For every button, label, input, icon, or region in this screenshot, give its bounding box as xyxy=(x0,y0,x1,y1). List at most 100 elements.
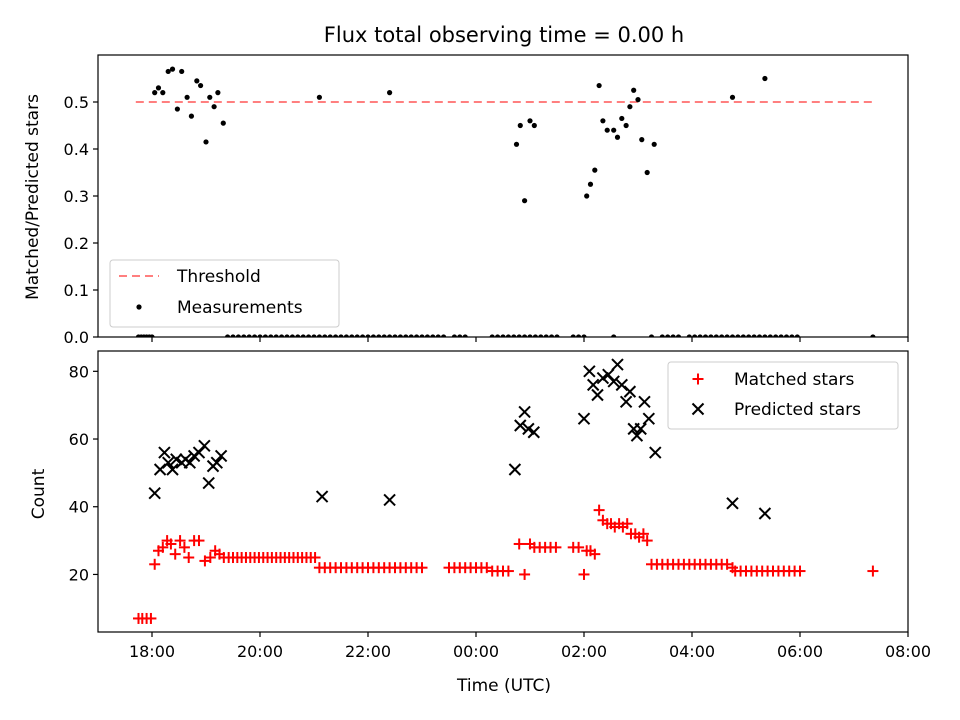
y-tick-label: 0.4 xyxy=(64,140,89,159)
top-chart-title: Flux total observing time = 0.00 h xyxy=(324,23,684,47)
matched-point xyxy=(573,541,585,553)
measurement-point xyxy=(230,334,236,337)
x-tick-label: 20:00 xyxy=(237,642,283,661)
predicted-point xyxy=(596,371,610,385)
top-legend: Threshold Measurements xyxy=(109,259,340,328)
measurement-point xyxy=(581,334,587,337)
y-tick-label: 0.5 xyxy=(64,93,89,112)
predicted-point xyxy=(508,463,522,476)
matched-point xyxy=(550,541,562,553)
predicted-point xyxy=(183,456,197,469)
measurement-point xyxy=(639,137,645,143)
measurement-point xyxy=(430,334,436,337)
measurement-point xyxy=(365,334,371,337)
predicted-point xyxy=(611,358,624,371)
measurement-point xyxy=(675,334,682,337)
measurement-point xyxy=(584,193,590,199)
measurement-point xyxy=(604,127,610,133)
measurement-point xyxy=(289,334,295,337)
matched-point xyxy=(165,538,177,550)
x-tick-label: 08:00 xyxy=(885,642,931,661)
measurement-point xyxy=(149,334,155,337)
x-axis-label: Time (UTC) xyxy=(456,676,551,696)
predicted-point xyxy=(210,456,224,469)
measurement-point xyxy=(462,334,468,337)
measurement-point xyxy=(343,334,349,337)
y-tick-label: 0.3 xyxy=(64,187,89,206)
measurement-point xyxy=(729,334,736,337)
measurement-point xyxy=(549,334,555,337)
predicted-point xyxy=(649,446,662,459)
matched-point xyxy=(637,528,649,540)
predicted-point xyxy=(527,426,540,439)
legend-predicted-marker xyxy=(691,402,705,416)
measurement-point xyxy=(614,134,621,140)
predicted-point xyxy=(583,365,596,378)
measurement-point xyxy=(648,334,655,337)
measurement-point xyxy=(184,94,190,100)
measurement-point xyxy=(273,334,279,337)
measurement-point xyxy=(762,75,768,82)
predicted-point xyxy=(577,412,591,425)
legend-plus-marker xyxy=(692,373,704,385)
measurement-point xyxy=(596,82,602,89)
matched-point xyxy=(145,612,157,624)
predicted-point xyxy=(166,463,179,476)
measurement-point xyxy=(789,334,795,337)
legend-predicted-label: Predicted stars xyxy=(734,400,861,420)
predicted-point xyxy=(638,395,651,408)
y-tick-label: 80 xyxy=(69,362,89,381)
measurement-point xyxy=(623,122,629,129)
measurement-point xyxy=(198,82,204,89)
measurement-point xyxy=(246,334,252,337)
measurement-point xyxy=(376,334,382,337)
matched-point xyxy=(183,552,195,564)
measurement-point xyxy=(211,104,217,110)
predicted-point xyxy=(619,395,633,408)
measurement-point xyxy=(592,167,598,173)
predicted-point xyxy=(161,456,175,469)
matched-point xyxy=(621,518,633,530)
measurement-point xyxy=(155,85,162,91)
predicted-point xyxy=(630,429,644,442)
legend-x-marker xyxy=(691,402,705,416)
measurement-point xyxy=(403,334,409,337)
measurement-point xyxy=(644,169,650,176)
bottom-plot-area: 20 40 60 80 18:00 20:00 22:00 00:00 02:00 04:00 06… xyxy=(69,350,931,661)
measurement-point xyxy=(631,87,637,93)
predicted-point xyxy=(634,422,647,436)
matched-point xyxy=(157,541,169,553)
top-legend-frame xyxy=(109,259,340,328)
series-measurements xyxy=(135,66,876,337)
x-tick-label: 02:00 xyxy=(561,642,607,661)
measurement-point xyxy=(160,90,166,96)
measurement-point xyxy=(165,68,171,75)
measurement-point xyxy=(327,334,333,337)
predicted-point xyxy=(202,476,215,490)
measurement-point xyxy=(532,334,538,337)
legend-threshold-label: Threshold xyxy=(176,267,261,287)
y-tick-label: 20 xyxy=(69,565,89,584)
x-tick-label: 22:00 xyxy=(345,642,391,661)
measurement-point xyxy=(451,334,457,337)
x-tick-label: 00:00 xyxy=(453,642,499,661)
measurement-point xyxy=(659,334,665,337)
matched-point xyxy=(416,562,428,574)
measurement-point xyxy=(174,106,180,112)
measurement-point xyxy=(713,334,719,337)
measurement-point xyxy=(495,334,501,337)
matched-point xyxy=(174,535,186,547)
matched-point xyxy=(867,565,879,577)
panel-0-marks xyxy=(135,66,876,337)
measurement-point xyxy=(235,334,241,337)
legend-matched-marker xyxy=(692,373,704,385)
measurement-point xyxy=(600,118,606,124)
y-tick-label: 0.0 xyxy=(64,328,89,347)
measurement-point xyxy=(762,334,768,337)
measurement-point xyxy=(619,115,625,122)
panel-1-frame xyxy=(97,350,909,633)
measurement-point xyxy=(306,334,312,337)
predicted-point xyxy=(642,412,656,425)
measurement-point xyxy=(627,104,633,110)
measurement-point xyxy=(387,90,393,96)
